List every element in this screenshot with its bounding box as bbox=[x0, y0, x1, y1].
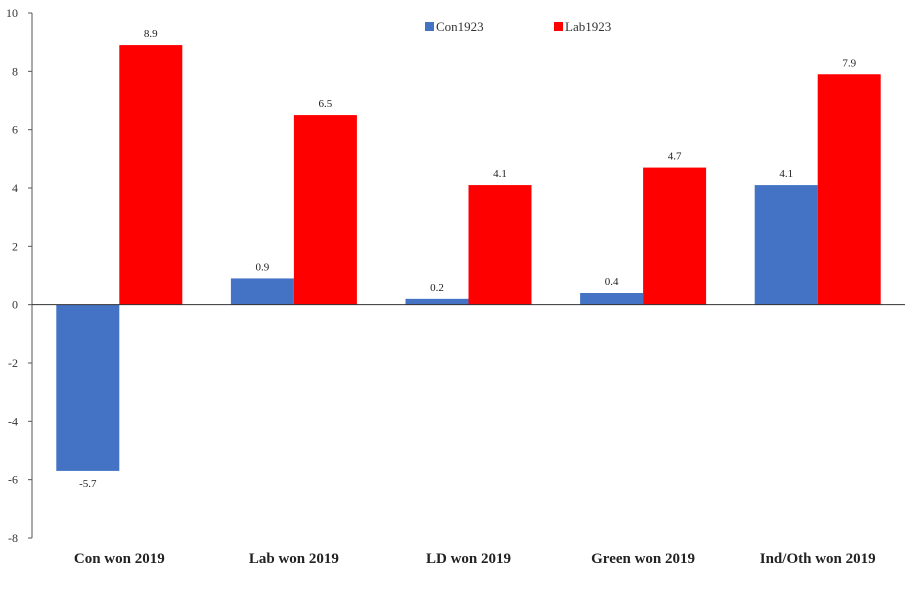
legend-label-lab1923: Lab1923 bbox=[565, 19, 611, 34]
data-label: -5.7 bbox=[79, 478, 97, 490]
bar-con1923-0 bbox=[56, 304, 120, 471]
x-category-label: Lab won 2019 bbox=[249, 551, 339, 567]
data-label: 0.9 bbox=[256, 261, 270, 273]
bar-lab1923-3 bbox=[643, 167, 707, 305]
data-label: 6.5 bbox=[319, 98, 333, 110]
data-label: 0.2 bbox=[430, 282, 444, 294]
x-axis: Con won 2019 Lab won 2019 LD won 2019 Green… bbox=[74, 551, 876, 567]
data-label: 7.9 bbox=[842, 57, 856, 69]
bar-con1923-3 bbox=[580, 293, 644, 305]
y-tick-label: -8 bbox=[8, 531, 18, 545]
x-category-label: Ind/Oth won 2019 bbox=[760, 551, 876, 567]
bar-lab1923-0 bbox=[119, 45, 183, 305]
bar-con1923-1 bbox=[230, 278, 294, 305]
y-tick-label: 2 bbox=[12, 239, 18, 253]
y-tick-label: 6 bbox=[12, 123, 18, 137]
legend-swatch-con1923 bbox=[425, 22, 434, 31]
data-labels: -5.7 8.9 0.9 6.5 0.2 4.1 0.4 4.7 4.1 7.9 bbox=[79, 28, 856, 490]
data-label: 8.9 bbox=[144, 28, 158, 40]
legend-swatch-lab1923 bbox=[554, 22, 563, 31]
x-category-label: Green won 2019 bbox=[591, 551, 695, 567]
x-category-label: LD won 2019 bbox=[426, 551, 511, 567]
data-label: 4.1 bbox=[779, 168, 793, 180]
bar-con1923-2 bbox=[405, 298, 469, 305]
y-tick-label: 8 bbox=[12, 64, 18, 78]
data-label: 0.4 bbox=[605, 276, 619, 288]
data-label: 4.1 bbox=[493, 168, 507, 180]
bar-lab1923-2 bbox=[468, 185, 532, 305]
y-axis: -8 -6 -4 -2 0 2 4 6 8 10 bbox=[6, 6, 33, 545]
bar-lab1923-1 bbox=[293, 115, 357, 305]
bar-con1923-4 bbox=[754, 185, 818, 305]
y-tick-label: 4 bbox=[12, 181, 18, 195]
data-label: 4.7 bbox=[668, 151, 682, 163]
y-tick-label: -4 bbox=[8, 414, 18, 428]
y-tick-label: -2 bbox=[8, 356, 18, 370]
y-tick-label: -6 bbox=[8, 473, 18, 487]
chart-legend: Con1923 Lab1923 bbox=[425, 19, 611, 34]
y-tick-label: 10 bbox=[6, 6, 18, 20]
bars bbox=[56, 45, 881, 471]
legend-label-con1923: Con1923 bbox=[436, 19, 484, 34]
bar-lab1923-4 bbox=[817, 74, 881, 305]
y-tick-label: 0 bbox=[12, 298, 18, 312]
x-category-label: Con won 2019 bbox=[74, 551, 165, 567]
